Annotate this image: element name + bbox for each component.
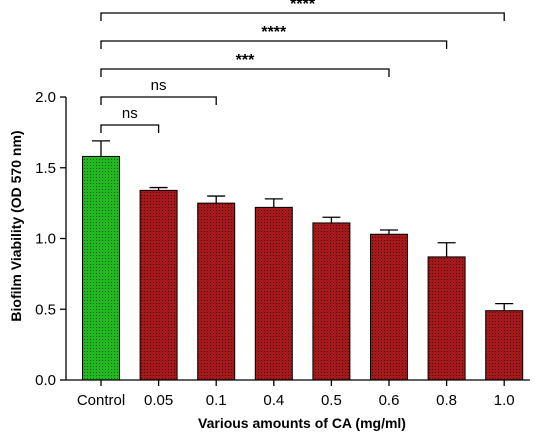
x-tick-label: 0.6 (379, 392, 400, 409)
bar-0.1 (197, 202, 236, 381)
bars (82, 140, 524, 381)
bar-0.4 (254, 206, 293, 381)
x-tick-label: 0.8 (436, 392, 457, 409)
bar-0.6 (370, 233, 408, 381)
x-tick-label: 1.0 (494, 392, 515, 409)
y-axis-title: Biofilm Viability (OD 570 nm) (8, 130, 24, 321)
bar-1.0 (485, 310, 524, 381)
bar-0.05 (139, 189, 178, 381)
y-tick-label: 2.0 (35, 89, 56, 106)
x-tick-label: 0.05 (144, 392, 173, 409)
x-tick-label: 0.1 (206, 392, 227, 409)
y-tick-label: 1.5 (35, 160, 56, 177)
x-tick-label: 0.4 (263, 392, 284, 409)
x-tick-label: Control (77, 392, 125, 409)
significance-label: **** (261, 24, 287, 41)
significance-label: *** (236, 52, 255, 69)
significance-bracket (100, 68, 390, 77)
significance-bracket (100, 124, 160, 133)
axes: 0.0 0.5 1.0 1.5 2.0 Control 0.05 0.1 0.4 0.5 0.6 0.… (35, 89, 530, 409)
significance-bracket (100, 12, 505, 21)
significance-label: ns (122, 105, 138, 122)
significance-bracket (100, 96, 217, 105)
significance-bracket (100, 40, 448, 49)
x-tick-label: 0.5 (321, 392, 342, 409)
bar-0.5 (312, 222, 351, 381)
y-tick-label: 1.0 (35, 231, 56, 248)
x-axis-title: Various amounts of CA (mg/ml) (198, 415, 406, 431)
significance-label: ns (151, 77, 167, 94)
bar-Control (82, 155, 120, 381)
bar-0.8 (427, 256, 466, 381)
y-tick-label: 0.0 (35, 372, 56, 389)
y-tick-label: 0.5 (35, 301, 56, 318)
significance-label: **** (290, 0, 316, 13)
